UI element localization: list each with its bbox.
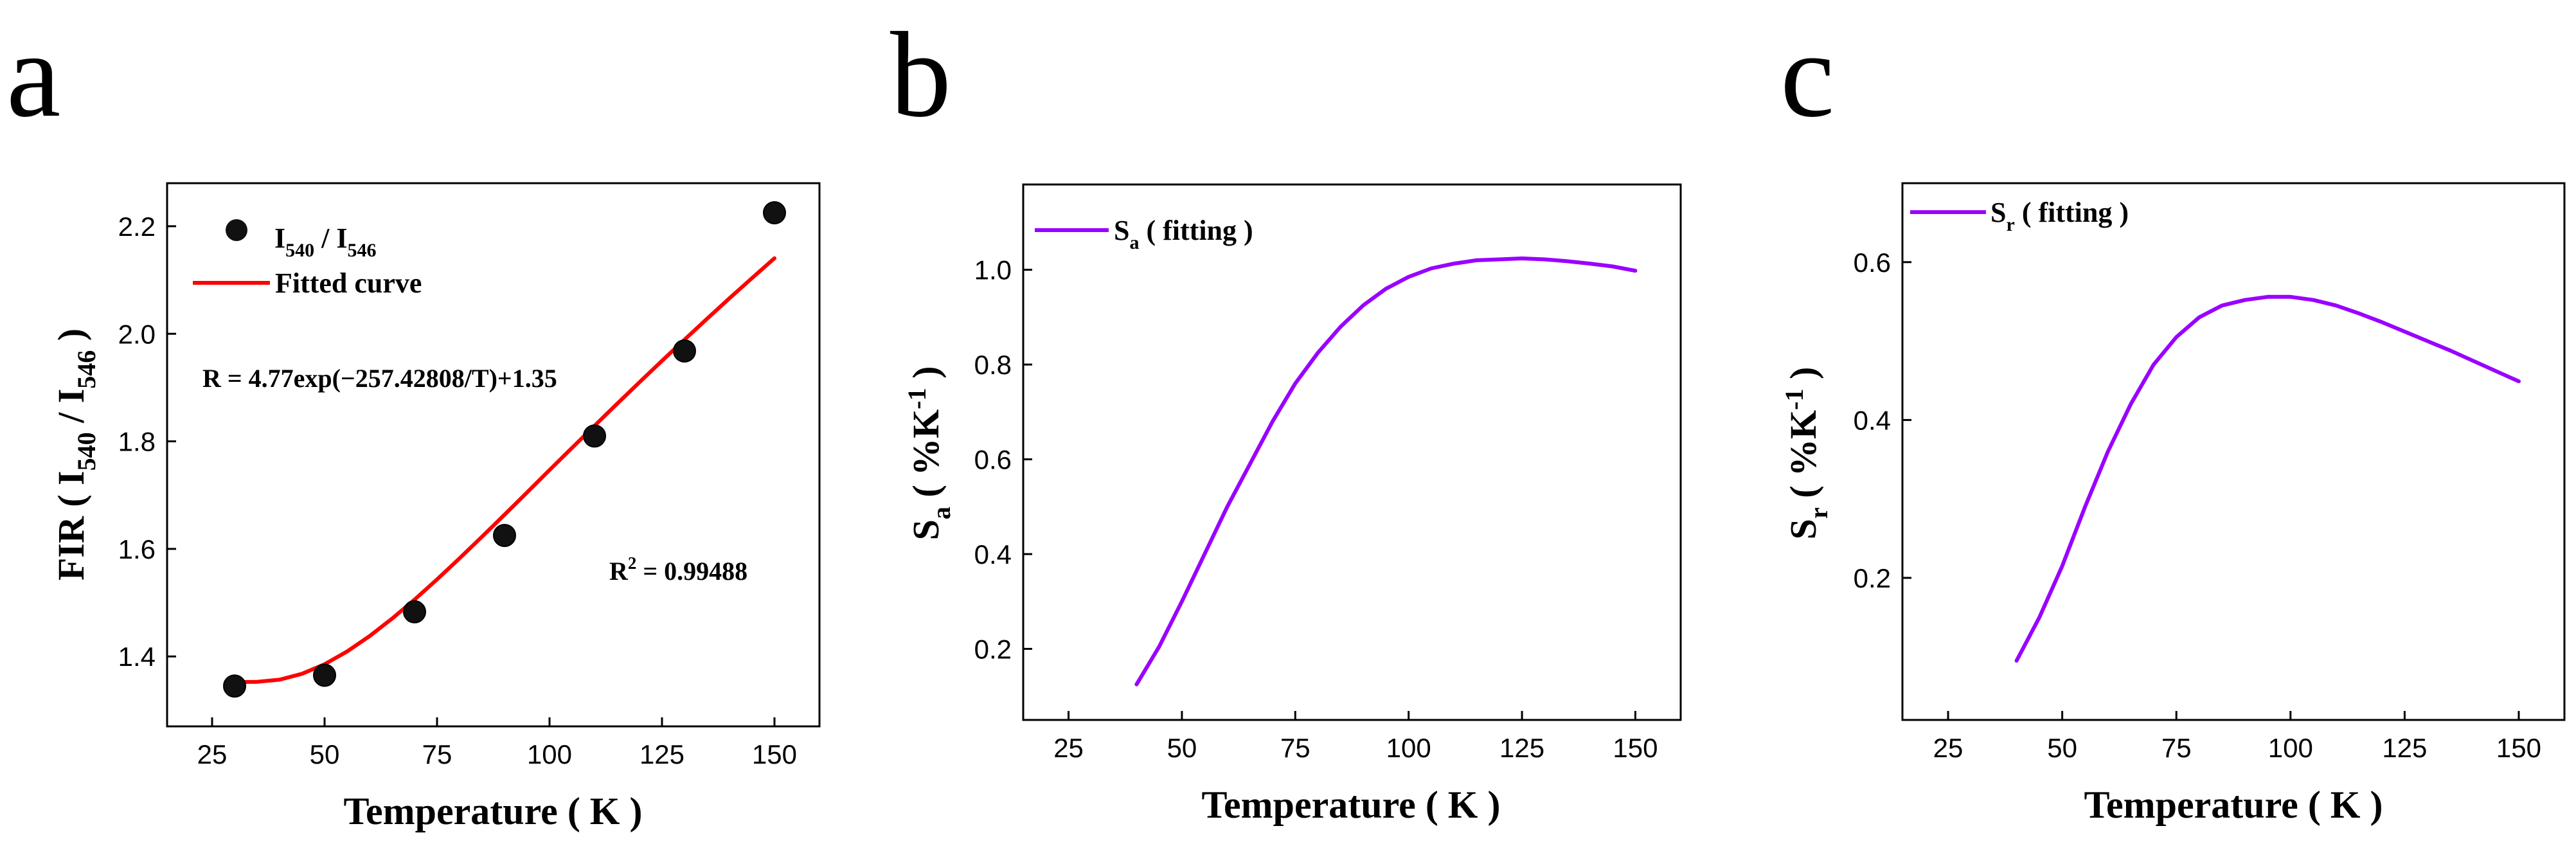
y-tick-label: 1.0 (974, 255, 1012, 285)
x-tick-label: 150 (1613, 733, 1658, 763)
chart-a: 25 50 75 100 125 150 1.4 1.6 1.8 2.0 2.2 I540 / I… (50, 182, 821, 832)
legend-sr-label: Sr ( fitting ) (1990, 197, 2129, 235)
x-tick-label: 25 (1933, 733, 1963, 763)
x-tick-label: 125 (1499, 733, 1544, 763)
y-tick-label: 1.8 (118, 427, 156, 457)
x-tick-label: 50 (310, 739, 340, 769)
y-tick-label: 1.4 (118, 642, 156, 672)
chart-a-frame (166, 182, 821, 728)
x-tick-label: 25 (197, 739, 228, 769)
y-tick-label: 0.6 (974, 445, 1012, 475)
chart-a-legend: I540 / I546 Fitted curve (193, 219, 422, 299)
chart-a-xlabel: Temperature ( K ) (344, 790, 643, 832)
legend-point-marker (226, 219, 247, 241)
chart-b-xlabel: Temperature ( K ) (1202, 784, 1501, 826)
x-tick-label: 50 (1167, 733, 1197, 763)
x-tick-label: 150 (2496, 733, 2541, 763)
y-tick-label: 0.4 (1854, 405, 1891, 435)
data-point (223, 674, 246, 698)
x-tick-label: 125 (640, 739, 684, 769)
y-tick-label: 2.0 (118, 319, 156, 349)
y-tick-label: 0.2 (1854, 563, 1891, 593)
data-point (673, 339, 696, 363)
x-tick-label: 100 (527, 739, 572, 769)
y-tick-label: 0.8 (974, 350, 1012, 380)
data-point (763, 201, 786, 225)
data-point (583, 424, 606, 448)
panel-letter-a: a (6, 8, 60, 143)
series-line (2014, 294, 2521, 663)
x-tick-label: 75 (1280, 733, 1310, 763)
x-tick-label: 25 (1053, 733, 1084, 763)
panel-letter-b: b (890, 8, 951, 143)
chart-c-legend: Sr ( fitting ) (1910, 197, 2129, 235)
y-tick-label: 0.2 (974, 634, 1012, 664)
series-line (233, 256, 776, 685)
r-squared-annotation: R2 = 0.99488 (609, 553, 747, 586)
y-tick-label: 2.2 (118, 211, 156, 242)
x-tick-label: 150 (752, 739, 797, 769)
chart-b-frame (1022, 183, 1682, 721)
data-point (313, 663, 336, 687)
legend-points-label: I540 / I546 (274, 222, 376, 261)
fit-equation: R = 4.77exp(−257.42808/T)+1.35 (202, 364, 557, 393)
x-tick-label: 125 (2382, 733, 2427, 763)
chart-b-ylabel: Sa ( %K-1 ) (902, 366, 956, 541)
x-tick-label: 75 (422, 739, 452, 769)
chart-c-xlabel: Temperature ( K ) (2084, 784, 2383, 826)
x-tick-label: 100 (1386, 733, 1431, 763)
legend-fit-label: Fitted curve (275, 267, 422, 299)
panel-letter-c: c (1780, 8, 1834, 143)
chart-c-frame (1901, 182, 2566, 721)
x-tick-label: 50 (2047, 733, 2077, 763)
chart-a-ylabel: FIR ( I540 / I546 ) (50, 328, 101, 580)
y-tick-label: 1.6 (118, 534, 156, 564)
x-tick-label: 100 (2268, 733, 2313, 763)
y-tick-label: 0.4 (974, 539, 1012, 570)
chart-b: 25 50 75 100 125 150 0.2 0.4 0.6 0.8 1.0 Sa ( fit… (902, 183, 1682, 826)
series-line (1134, 256, 1638, 687)
data-point (493, 523, 516, 547)
legend-sa-label: Sa ( fitting ) (1114, 215, 1253, 253)
chart-c-ylabel: Sr ( %K-1 ) (1780, 367, 1833, 540)
chart-b-legend: Sa ( fitting ) (1035, 215, 1253, 253)
y-tick-label: 0.6 (1854, 247, 1891, 278)
x-tick-label: 75 (2161, 733, 2192, 763)
data-point (403, 600, 426, 624)
chart-c: 25 50 75 100 125 150 0.2 0.4 0.6 Sr ( fitting )… (1780, 182, 2566, 826)
